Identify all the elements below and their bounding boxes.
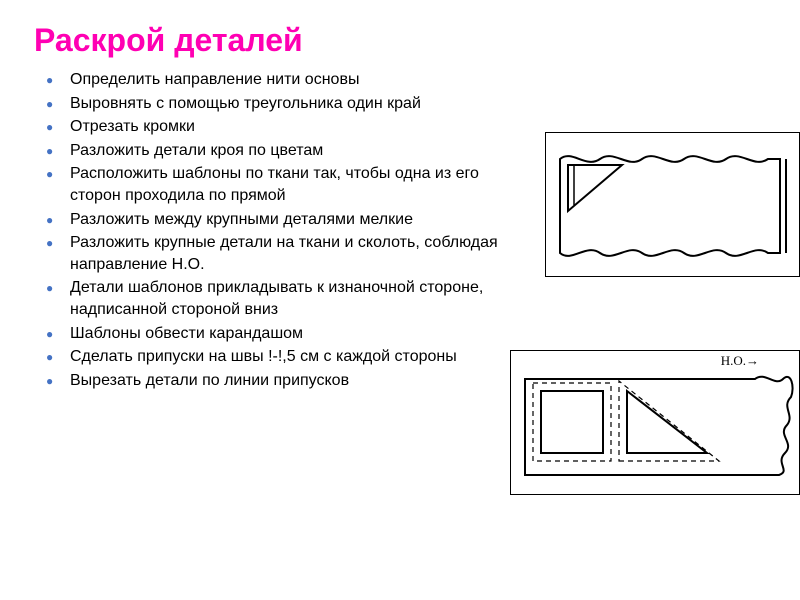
figure-patterns-on-fabric: Н.О.→ xyxy=(510,350,800,495)
list-item: Отрезать кромки xyxy=(46,116,506,138)
list-item: Вырезать детали по линии припусков xyxy=(46,370,506,392)
list-item: Сделать припуски на швы !-!,5 см с каждо… xyxy=(46,346,506,368)
list-item: Разложить крупные детали на ткани и скол… xyxy=(46,232,506,275)
list-item: Детали шаблонов прикладывать к изнаночно… xyxy=(46,277,506,320)
figure-fabric-with-ruler xyxy=(545,132,800,277)
list-item: Выровнять с помощью треугольника один кр… xyxy=(46,93,506,115)
list-item: Шаблоны обвести карандашом xyxy=(46,323,506,345)
list-item: Разложить детали кроя по цветам xyxy=(46,140,506,162)
slide-title: Раскрой деталей xyxy=(34,22,770,59)
list-item: Разложить между крупными деталями мелкие xyxy=(46,209,506,231)
list-item: Расположить шаблоны по ткани так, чтобы … xyxy=(46,163,506,206)
list-item: Определить направление нити основы xyxy=(46,69,506,91)
grain-direction-label: Н.О.→ xyxy=(721,353,759,369)
